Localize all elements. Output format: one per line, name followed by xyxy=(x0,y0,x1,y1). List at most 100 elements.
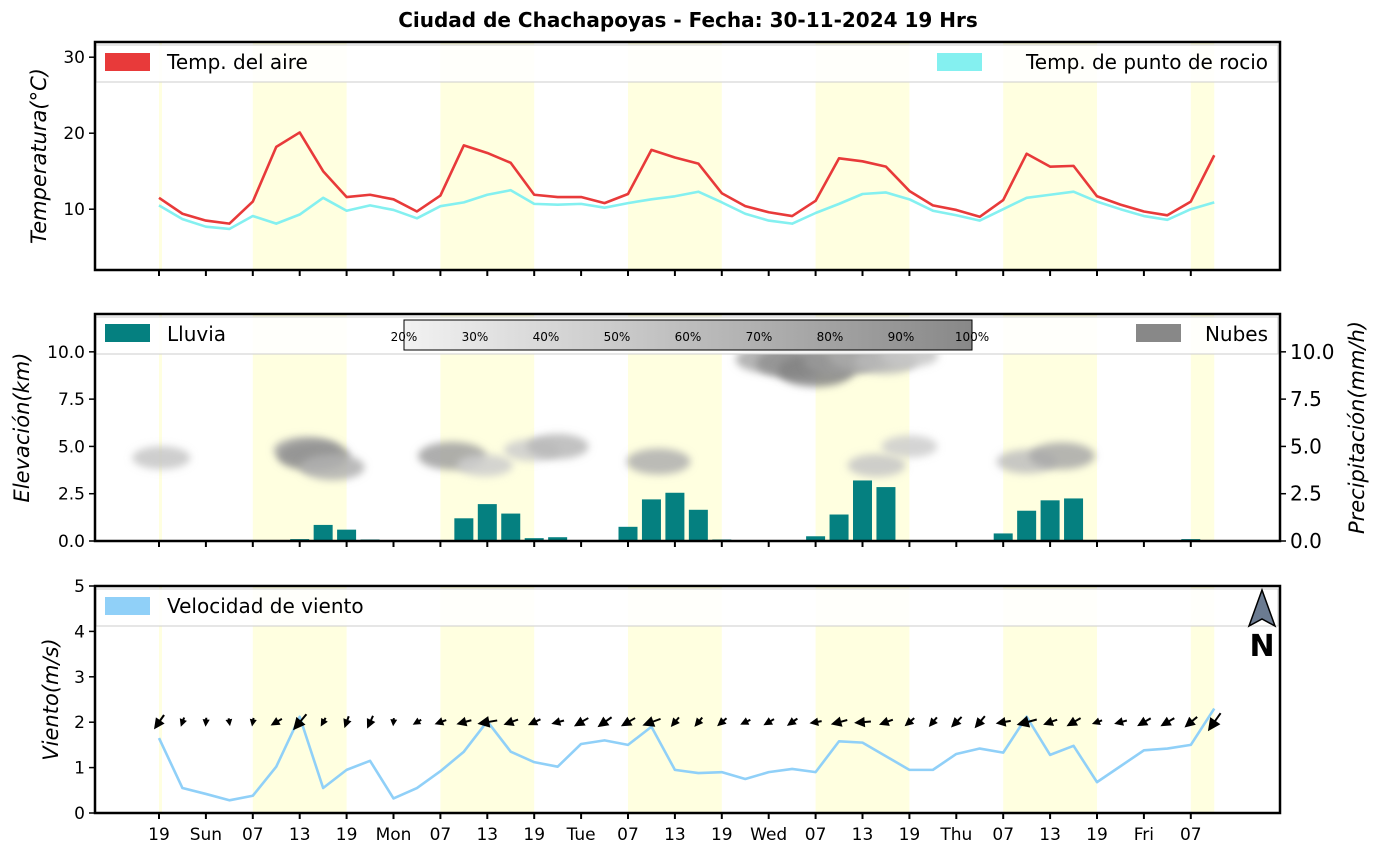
x-tick-label: 19 xyxy=(148,825,170,845)
wind-direction-arrow xyxy=(928,716,938,727)
colorbar-label: 50% xyxy=(604,330,631,344)
axes-border xyxy=(93,40,1282,272)
y-tick-label: 1 xyxy=(74,759,85,779)
wind-direction-arrow xyxy=(951,716,963,728)
wind-direction-arrow xyxy=(995,717,1011,727)
rain-bar xyxy=(1064,498,1084,541)
wind-direction-arrow xyxy=(154,714,165,730)
y-tick-label: 3 xyxy=(74,668,85,688)
colorbar-label: 90% xyxy=(888,330,915,344)
colorbar-label: 80% xyxy=(817,330,844,344)
y-tick-label: 20 xyxy=(63,124,85,144)
x-tick-label: Fri xyxy=(1134,825,1154,845)
x-tick-label: 13 xyxy=(476,825,498,845)
temperature-plot: Temp. del aire Temp. de punto de rocio 10 2… xyxy=(27,44,1279,244)
axes-border xyxy=(93,584,1282,815)
wind-direction-arrow xyxy=(879,716,894,726)
wind-direction-arrow xyxy=(830,716,848,727)
y-tick-label-right: 7.5 xyxy=(1290,387,1322,411)
y-tick-label-right: 5.0 xyxy=(1290,434,1322,458)
legend-label-wind: Velocidad de viento xyxy=(167,594,364,618)
wind-direction-arrow xyxy=(343,715,352,729)
rain-bar xyxy=(876,487,896,541)
wind-direction-arrow xyxy=(854,716,871,728)
wind-direction-arrow xyxy=(1160,716,1175,727)
rain-bar xyxy=(313,524,333,541)
wind-direction-arrow xyxy=(1091,717,1103,725)
wind-direction-arrow xyxy=(670,716,680,727)
legend-swatch-rain xyxy=(105,324,150,342)
wind-direction-arrow xyxy=(786,717,798,726)
x-tick-label: 19 xyxy=(336,825,358,845)
colorbar-label: 100% xyxy=(955,330,989,344)
wind-direction-arrow xyxy=(527,717,541,726)
axes-frame-2 xyxy=(93,312,1282,547)
wind-direction-arrow xyxy=(320,717,328,727)
x-tick-label: 13 xyxy=(1039,825,1061,845)
legend-label-dew-point: Temp. de punto de rocio xyxy=(1025,50,1268,74)
y-tick-label: 0 xyxy=(74,804,85,824)
cloud-patch xyxy=(132,446,191,470)
wind-direction-arrow xyxy=(412,717,422,725)
colorbar-label: 30% xyxy=(462,330,489,344)
x-tick-label: 19 xyxy=(711,825,733,845)
y-tick-label-right: 10.0 xyxy=(1290,340,1335,364)
rain-bar xyxy=(1017,510,1037,541)
north-label: N xyxy=(1249,629,1274,664)
legend-swatch-dew-point xyxy=(937,53,982,71)
legend-box xyxy=(95,588,1279,627)
y-tick-label: 5.0 xyxy=(58,437,85,457)
x-tick-label: 13 xyxy=(852,825,874,845)
wind-direction-arrow xyxy=(573,716,589,727)
dew-point-line xyxy=(158,188,1215,231)
colorbar-label: 60% xyxy=(675,330,702,344)
y-axis-label-wind: Viento(m/s) xyxy=(39,638,63,760)
x-tick-label: 07 xyxy=(1180,825,1202,845)
wind-direction-arrow xyxy=(434,717,447,726)
x-tick-label: 07 xyxy=(805,825,827,845)
y-axis-label-elevation: Elevación(km) xyxy=(10,353,34,503)
x-tick-label: Sun xyxy=(190,825,222,845)
axes-frame-1 xyxy=(93,40,1282,276)
wind-direction-arrow xyxy=(202,717,210,727)
legend-swatch-wind xyxy=(105,597,150,615)
rain-bar xyxy=(337,529,357,541)
cloud-patch xyxy=(456,454,513,477)
rain-bar xyxy=(501,513,521,541)
wind-direction-arrow xyxy=(270,717,283,726)
wind-direction-arrow xyxy=(717,717,728,727)
x-tick-label: 19 xyxy=(899,825,921,845)
cloud-patch xyxy=(526,433,589,459)
precipitation-plot: Lluvia Nubes 20% 30% 40% 50% 60% 70% 80% 90% 100% 0… xyxy=(10,316,1369,553)
wind-direction-arrow xyxy=(249,717,257,727)
cloud-patch xyxy=(881,435,938,458)
legend-swatch-air-temp xyxy=(105,53,150,71)
wind-direction-arrow xyxy=(1137,716,1152,727)
colorbar-label: 40% xyxy=(533,330,560,344)
wind-direction-arrow xyxy=(1184,716,1198,728)
legend-label-air-temp: Temp. del aire xyxy=(166,50,308,74)
y-tick-label: 7.5 xyxy=(58,390,85,410)
wind-plot: Velocidad de viento N 0 1 2 3 4 5 Viento(m/s) xyxy=(39,577,1279,824)
x-tick-label: Mon xyxy=(376,825,412,845)
cloud-cover-colorbar xyxy=(403,319,973,351)
wind-speed-line xyxy=(157,707,1216,802)
x-tick-label: Tue xyxy=(566,825,596,845)
wind-direction-arrow xyxy=(551,717,565,726)
cloud-patch xyxy=(626,448,691,475)
x-tick-label: 13 xyxy=(664,825,686,845)
rain-bar xyxy=(829,514,849,541)
legend-label-clouds: Nubes xyxy=(1205,322,1268,346)
wind-direction-arrow xyxy=(809,717,822,726)
wind-direction-arrow xyxy=(597,716,613,728)
rain-bar xyxy=(641,499,661,541)
y-tick-label: 4 xyxy=(74,622,85,642)
daytime-band xyxy=(159,586,162,813)
x-tick-label: 19 xyxy=(1086,825,1108,845)
wind-direction-arrow xyxy=(1043,716,1058,726)
wind-direction-arrow xyxy=(694,716,704,727)
wind-direction-arrow xyxy=(179,717,187,727)
wind-direction-arrow xyxy=(763,717,775,726)
wind-direction-arrow xyxy=(366,715,376,729)
y-tick-label: 5 xyxy=(74,577,85,597)
